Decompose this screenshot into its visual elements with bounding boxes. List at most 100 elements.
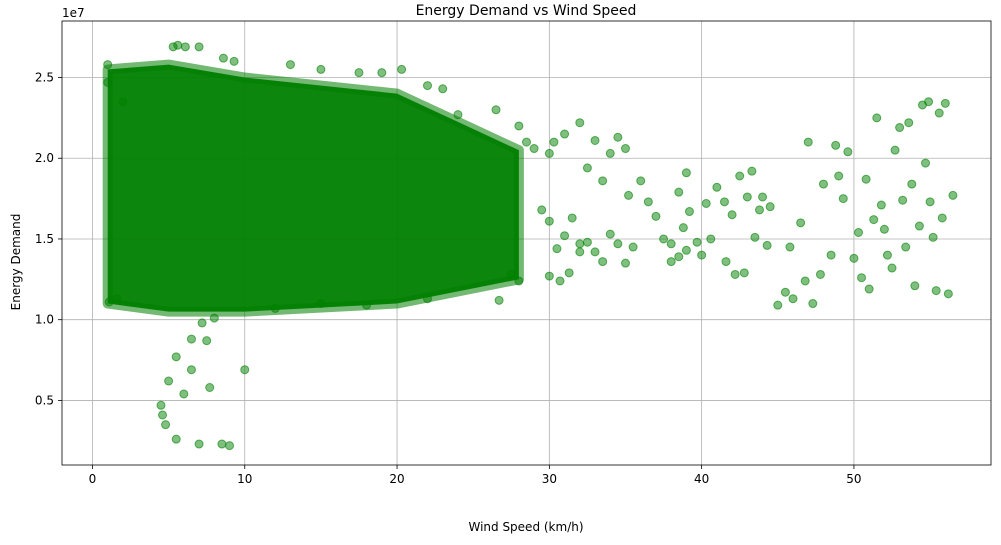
data-point	[194, 42, 204, 52]
data-point	[605, 148, 615, 158]
data-point	[666, 239, 676, 249]
data-point	[560, 129, 570, 139]
data-point	[834, 171, 844, 181]
data-point	[590, 135, 600, 145]
data-point	[818, 179, 828, 189]
data-point	[529, 144, 539, 154]
data-point	[590, 247, 600, 257]
data-point	[285, 60, 295, 70]
data-point	[613, 239, 623, 249]
data-point	[928, 232, 938, 242]
data-point	[544, 216, 554, 226]
x-tick-label: 40	[694, 472, 709, 486]
data-point	[678, 223, 688, 233]
plot-area-frame	[61, 20, 992, 466]
data-point	[171, 434, 181, 444]
data-point	[910, 281, 920, 291]
data-point	[354, 68, 364, 78]
x-axis-label: Wind Speed (km/h)	[468, 520, 583, 534]
data-point	[838, 194, 848, 204]
data-point	[112, 294, 122, 304]
data-point	[613, 132, 623, 142]
data-point	[423, 294, 433, 304]
data-point	[164, 376, 174, 386]
data-point	[103, 60, 113, 70]
data-point	[537, 205, 547, 215]
data-point	[931, 286, 941, 296]
data-point	[674, 187, 684, 197]
x-tick-label: 0	[89, 472, 97, 486]
data-point	[937, 213, 947, 223]
data-point	[651, 211, 661, 221]
data-point	[747, 166, 757, 176]
data-point	[887, 263, 897, 273]
data-point	[755, 205, 765, 215]
data-point	[202, 336, 212, 346]
data-point	[552, 244, 562, 254]
data-point	[785, 242, 795, 252]
y-axis-ticks: 0.5 1.0 1.5 2.0 2.5	[35, 71, 62, 407]
data-point	[712, 182, 722, 192]
data-point	[620, 144, 630, 154]
y-axis-offset-label: 1e7	[62, 6, 85, 20]
y-tick-label: 1.0	[35, 313, 54, 327]
data-point	[598, 257, 608, 267]
data-point	[194, 439, 204, 449]
data-point	[453, 110, 463, 120]
data-point	[854, 228, 864, 238]
data-point	[826, 250, 836, 260]
data-point	[666, 257, 676, 267]
data-point	[742, 192, 752, 202]
data-point	[506, 269, 516, 279]
data-point	[218, 53, 228, 63]
data-point	[681, 245, 691, 255]
data-point	[773, 300, 783, 310]
data-point	[156, 400, 166, 410]
data-point	[758, 192, 768, 202]
data-point	[849, 253, 859, 263]
data-point	[514, 121, 524, 131]
x-tick-label: 50	[846, 472, 861, 486]
data-point	[104, 297, 114, 307]
data-point	[491, 105, 501, 115]
data-point	[636, 176, 646, 186]
data-point	[914, 221, 924, 231]
data-point	[205, 383, 215, 393]
data-point	[158, 410, 168, 420]
data-point	[861, 174, 871, 184]
data-point	[560, 231, 570, 241]
data-point	[692, 237, 702, 247]
data-point	[898, 195, 908, 205]
data-point	[229, 56, 239, 66]
data-point	[628, 242, 638, 252]
data-point	[316, 299, 326, 309]
data-point	[895, 123, 905, 133]
data-point	[171, 352, 181, 362]
data-point	[943, 289, 953, 299]
data-point	[934, 108, 944, 118]
x-tick-label: 20	[389, 472, 404, 486]
data-point	[575, 239, 585, 249]
data-point	[225, 441, 235, 451]
data-point	[316, 64, 326, 74]
data-point	[872, 113, 882, 123]
data-point	[103, 77, 113, 87]
data-point	[549, 137, 559, 147]
data-point	[864, 284, 874, 294]
data-point	[397, 64, 407, 74]
data-point	[643, 197, 653, 207]
data-point	[831, 140, 841, 150]
data-point	[750, 232, 760, 242]
data-point	[161, 420, 171, 430]
data-point	[788, 294, 798, 304]
data-point	[209, 313, 219, 323]
data-point	[697, 250, 707, 260]
data-point	[270, 303, 280, 313]
y-tick-label: 2.0	[35, 151, 54, 165]
data-point	[582, 163, 592, 173]
data-point	[438, 84, 448, 94]
data-point	[674, 252, 684, 262]
data-point	[701, 198, 711, 208]
data-point	[544, 271, 554, 281]
data-point	[362, 300, 372, 310]
